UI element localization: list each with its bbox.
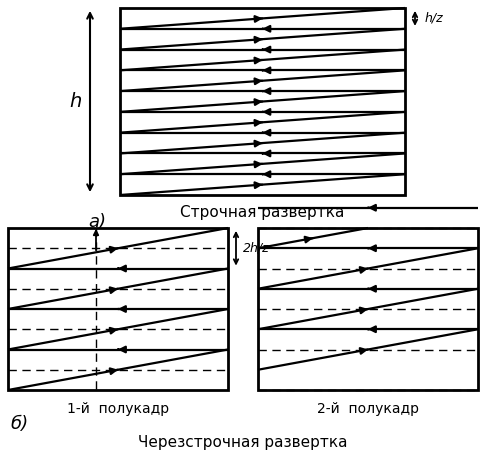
Text: h: h bbox=[69, 92, 81, 111]
Bar bbox=[258, 228, 478, 390]
Bar bbox=[8, 228, 228, 390]
Text: 2h/z: 2h/z bbox=[243, 242, 270, 255]
Text: Черезстрочная развертка: Черезстрочная развертка bbox=[138, 435, 348, 450]
Text: Строчная развертка: Строчная развертка bbox=[180, 205, 345, 220]
Text: б): б) bbox=[10, 415, 28, 433]
Bar bbox=[120, 8, 405, 195]
Text: 1-й  полукадр: 1-й полукадр bbox=[67, 402, 169, 416]
Text: а): а) bbox=[88, 213, 106, 231]
Text: 2-й  полукадр: 2-й полукадр bbox=[317, 402, 419, 416]
Text: h/z: h/z bbox=[425, 12, 444, 25]
